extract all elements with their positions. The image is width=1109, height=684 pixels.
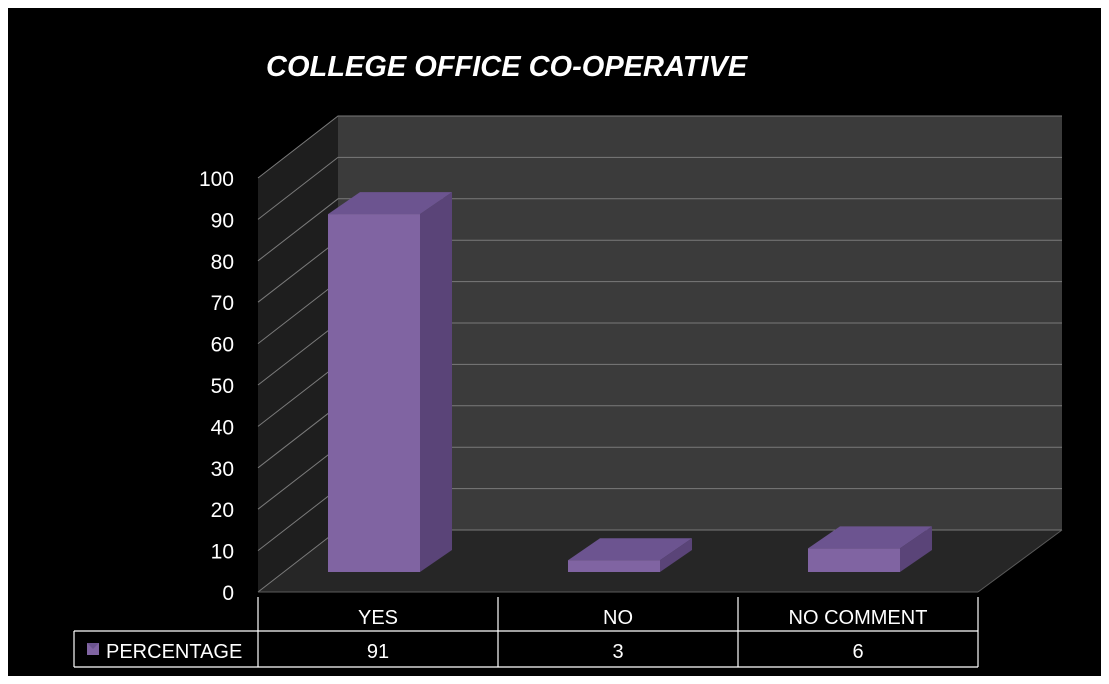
y-tick-label: 60: [211, 334, 234, 357]
bar-top: [328, 192, 452, 215]
gridline: [257, 156, 1062, 220]
chart-title: COLLEGE OFFICE CO-OPERATIVE: [266, 51, 749, 83]
y-tick-label: 0: [222, 582, 234, 605]
y-axis-tick-labels: 0 10 20 30 40 50 60 70 80 90 100: [199, 168, 234, 605]
gridline: [257, 198, 1062, 262]
legend-series-name: PERCENTAGE: [106, 641, 242, 663]
bar-no: [568, 560, 660, 572]
legend-swatch-top: [87, 643, 99, 649]
bar-side: [420, 192, 452, 573]
y-tick-label: 20: [211, 499, 234, 522]
table-category-label: YES: [358, 607, 398, 629]
y-tick-label: 40: [211, 416, 234, 439]
y-tick-label: 70: [211, 292, 234, 315]
bar-side: [900, 526, 932, 572]
data-label: 3: [612, 641, 623, 663]
y-tick-label: 100: [199, 168, 234, 191]
bar-yes: [328, 214, 420, 573]
y-tick-label: 10: [211, 541, 234, 564]
y-tick-label: 50: [211, 375, 234, 398]
bar-top: [808, 526, 932, 549]
bar-top: [568, 538, 692, 561]
data-label: 6: [852, 641, 863, 663]
data-table: YES NO NO COMMENT 91 3 6 PERCENTAGE: [73, 597, 979, 668]
data-label: 91: [367, 641, 389, 663]
y-tick-label: 80: [211, 251, 234, 274]
y-tick-label: 90: [211, 209, 234, 232]
table-category-label: NO: [603, 607, 633, 629]
bar-no-comment: [808, 548, 900, 572]
y-tick-label: 30: [211, 458, 234, 481]
table-category-label: NO COMMENT: [789, 607, 928, 629]
gridline: [257, 115, 1062, 179]
bar-side: [660, 538, 692, 572]
bars: [328, 192, 932, 573]
floor-edge: [977, 529, 1063, 593]
